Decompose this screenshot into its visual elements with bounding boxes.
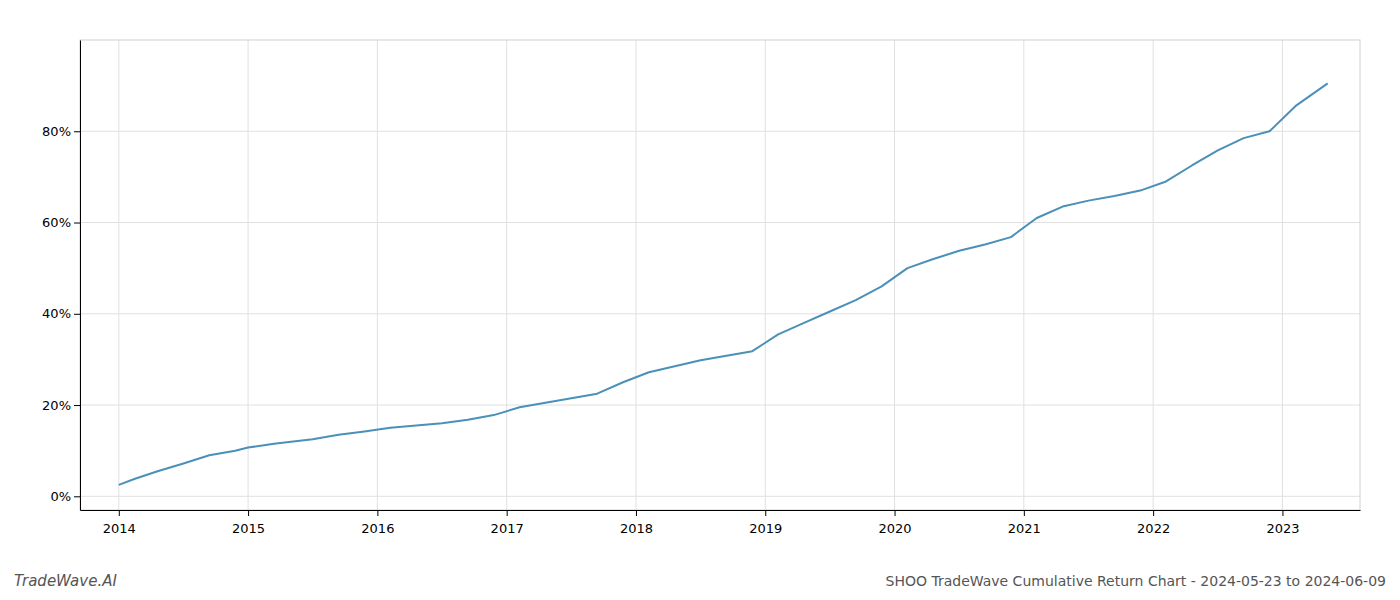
grid-line-x (1282, 40, 1283, 510)
x-tick-label: 2014 (103, 521, 136, 536)
grid-line-x (377, 40, 378, 510)
x-tick: 2018 (620, 510, 653, 536)
x-tick-mark (1282, 510, 1283, 516)
x-tick-mark (895, 510, 896, 516)
x-tick-mark (765, 510, 766, 516)
x-tick-label: 2018 (620, 521, 653, 536)
x-tick: 2020 (878, 510, 911, 536)
grid (80, 40, 1360, 510)
watermark: TradeWave.AI (14, 572, 117, 590)
grid-line-y (80, 405, 1360, 406)
title: SHOO TradeWave Cumulative Return Chart -… (886, 573, 1386, 589)
chart: 2014 2015 2016 2017 2018 2019 2020 2021 2022 2023… (0, 0, 1400, 600)
y-tick-mark (74, 496, 80, 497)
y-tick-label: 60% (42, 215, 71, 230)
plot-frame (80, 40, 1360, 510)
grid-line-y (80, 222, 1360, 223)
grid-line-x (765, 40, 766, 510)
grid-line-x (635, 40, 636, 510)
x-tick-mark (119, 510, 120, 516)
y-tick: 0% (50, 489, 80, 504)
x-axis-line (81, 510, 1361, 511)
x-tick-label: 2015 (232, 521, 265, 536)
x-tick: 2014 (103, 510, 136, 536)
grid-line-x (506, 40, 507, 510)
x-tick: 2016 (361, 510, 394, 536)
y-axis: 0% 20% 40% 60% 80% (42, 41, 80, 511)
y-tick: 80% (42, 124, 80, 139)
x-tick-label: 2023 (1266, 521, 1299, 536)
x-tick-mark (1024, 510, 1025, 516)
x-tick-label: 2017 (491, 521, 524, 536)
y-tick-mark (74, 131, 80, 132)
marks (119, 83, 1328, 485)
y-tick-label: 40% (42, 306, 71, 321)
grid-line-x (118, 40, 119, 510)
grid-line-x (248, 40, 249, 510)
x-tick-label: 2020 (878, 521, 911, 536)
plot: 2014 2015 2016 2017 2018 2019 2020 2021 2022 2023… (42, 40, 1360, 536)
y-tick: 20% (42, 398, 80, 413)
x-tick-mark (377, 510, 378, 516)
line (119, 83, 1328, 485)
x-tick-mark (248, 510, 249, 516)
x-tick-label: 2022 (1137, 521, 1170, 536)
y-tick-label: 80% (42, 124, 71, 139)
grid-line-y (80, 496, 1360, 497)
grid-line-y (80, 313, 1360, 314)
y-tick: 60% (42, 215, 80, 230)
y-tick: 40% (42, 306, 80, 321)
y-tick-mark (74, 223, 80, 224)
grid-line-x (1023, 40, 1024, 510)
x-tick-mark (507, 510, 508, 516)
x-tick: 2021 (1008, 510, 1041, 536)
y-axis-line (80, 41, 81, 511)
x-tick: 2022 (1137, 510, 1170, 536)
grid-line-x (1153, 40, 1154, 510)
grid-line-x (894, 40, 895, 510)
y-tick-mark (74, 314, 80, 315)
x-tick-label: 2021 (1008, 521, 1041, 536)
x-axis: 2014 2015 2016 2017 2018 2019 2020 2021 2022 2023 (81, 510, 1361, 536)
x-tick-mark (636, 510, 637, 516)
x-tick: 2023 (1266, 510, 1299, 536)
x-tick-label: 2019 (749, 521, 782, 536)
x-tick: 2015 (232, 510, 265, 536)
grid-line-y (80, 131, 1360, 132)
x-tick: 2017 (491, 510, 524, 536)
y-tick-mark (74, 405, 80, 406)
x-tick-mark (1153, 510, 1154, 516)
x-tick: 2019 (749, 510, 782, 536)
x-tick-label: 2016 (361, 521, 394, 536)
y-tick-label: 0% (50, 489, 71, 504)
y-tick-label: 20% (42, 398, 71, 413)
